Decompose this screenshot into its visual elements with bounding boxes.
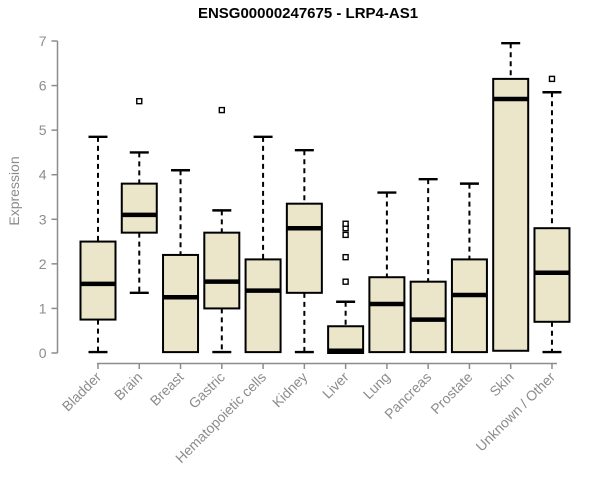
x-tick-label: Bladder [59, 369, 105, 415]
box [203, 231, 241, 310]
box [409, 280, 447, 354]
outlier-point [136, 97, 143, 105]
x-tick-label: Kidney [269, 369, 311, 411]
box [450, 258, 488, 354]
box [120, 182, 158, 234]
x-tick-label: Liver [319, 369, 352, 402]
y-tick-label: 5 [39, 122, 47, 138]
x-tick-label: Brain [111, 369, 145, 403]
y-tick-label: 0 [39, 345, 47, 361]
y-axis-label: Expression [6, 156, 22, 226]
box [368, 276, 406, 354]
outlier-point [218, 106, 226, 114]
outlier-point [548, 75, 556, 83]
y-tick-label: 1 [39, 300, 47, 316]
box [79, 240, 117, 321]
y-tick-label: 6 [39, 78, 47, 94]
chart-title: ENSG00000247675 - LRP4-AS1 [197, 5, 419, 22]
x-tick-label: Breast [147, 369, 187, 409]
outlier-point [342, 231, 349, 239]
y-tick-label: 7 [39, 33, 47, 49]
x-tick-label: Prostate [427, 369, 475, 417]
x-tick-label: Skin [486, 369, 517, 400]
y-tick-label: 2 [39, 256, 47, 272]
y-tick-label: 4 [39, 167, 47, 183]
y-tick-label: 3 [39, 211, 47, 227]
outlier-point [342, 278, 349, 285]
x-tick-label: Lung [360, 369, 393, 402]
box [492, 77, 530, 352]
box [162, 253, 200, 354]
outlier-point [342, 253, 349, 261]
outlier-point [342, 220, 349, 227]
box [244, 258, 282, 354]
box [285, 202, 323, 294]
